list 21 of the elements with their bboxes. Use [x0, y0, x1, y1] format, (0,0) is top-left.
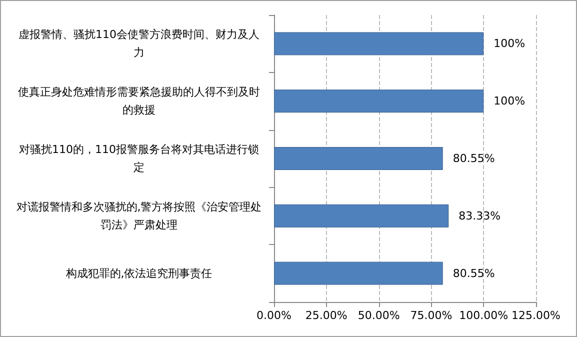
bar: [274, 262, 443, 285]
data-label: 100%: [494, 37, 526, 50]
bar: [274, 90, 484, 113]
x-tick-label: 25.00%: [305, 309, 348, 322]
data-label: 83.33%: [458, 209, 501, 222]
y-tick-label: 构成犯罪的,依法追究刑事责任: [64, 266, 212, 280]
x-tick-label: 125.00%: [512, 309, 560, 322]
y-tick-label: 对谎报警情和多次骚扰的,警方将按照《治安管理处罚法》严肃处理: [16, 200, 262, 232]
x-tick-label: 75.00%: [410, 309, 452, 322]
x-tick-label: 0.00%: [256, 309, 292, 322]
data-label: 80.55%: [452, 152, 495, 165]
x-tick-label: 100.00%: [459, 309, 508, 322]
x-tick-label: 50.00%: [358, 309, 400, 322]
y-tick-label: 使真正身处危难情形需要紧急援助的人得不到及时的救援: [18, 86, 260, 117]
y-tick-label: 对骚扰110的，110报警服务台将对其电话进行锁定: [19, 143, 259, 174]
bar: [274, 204, 449, 228]
data-label: 80.55%: [452, 266, 495, 280]
bar: [274, 32, 484, 56]
data-label: 100%: [494, 94, 526, 108]
bar: [274, 147, 443, 170]
y-tick-label: 虚报警情、骚扰110会使警方浪费时间、财力及人力: [18, 28, 260, 60]
